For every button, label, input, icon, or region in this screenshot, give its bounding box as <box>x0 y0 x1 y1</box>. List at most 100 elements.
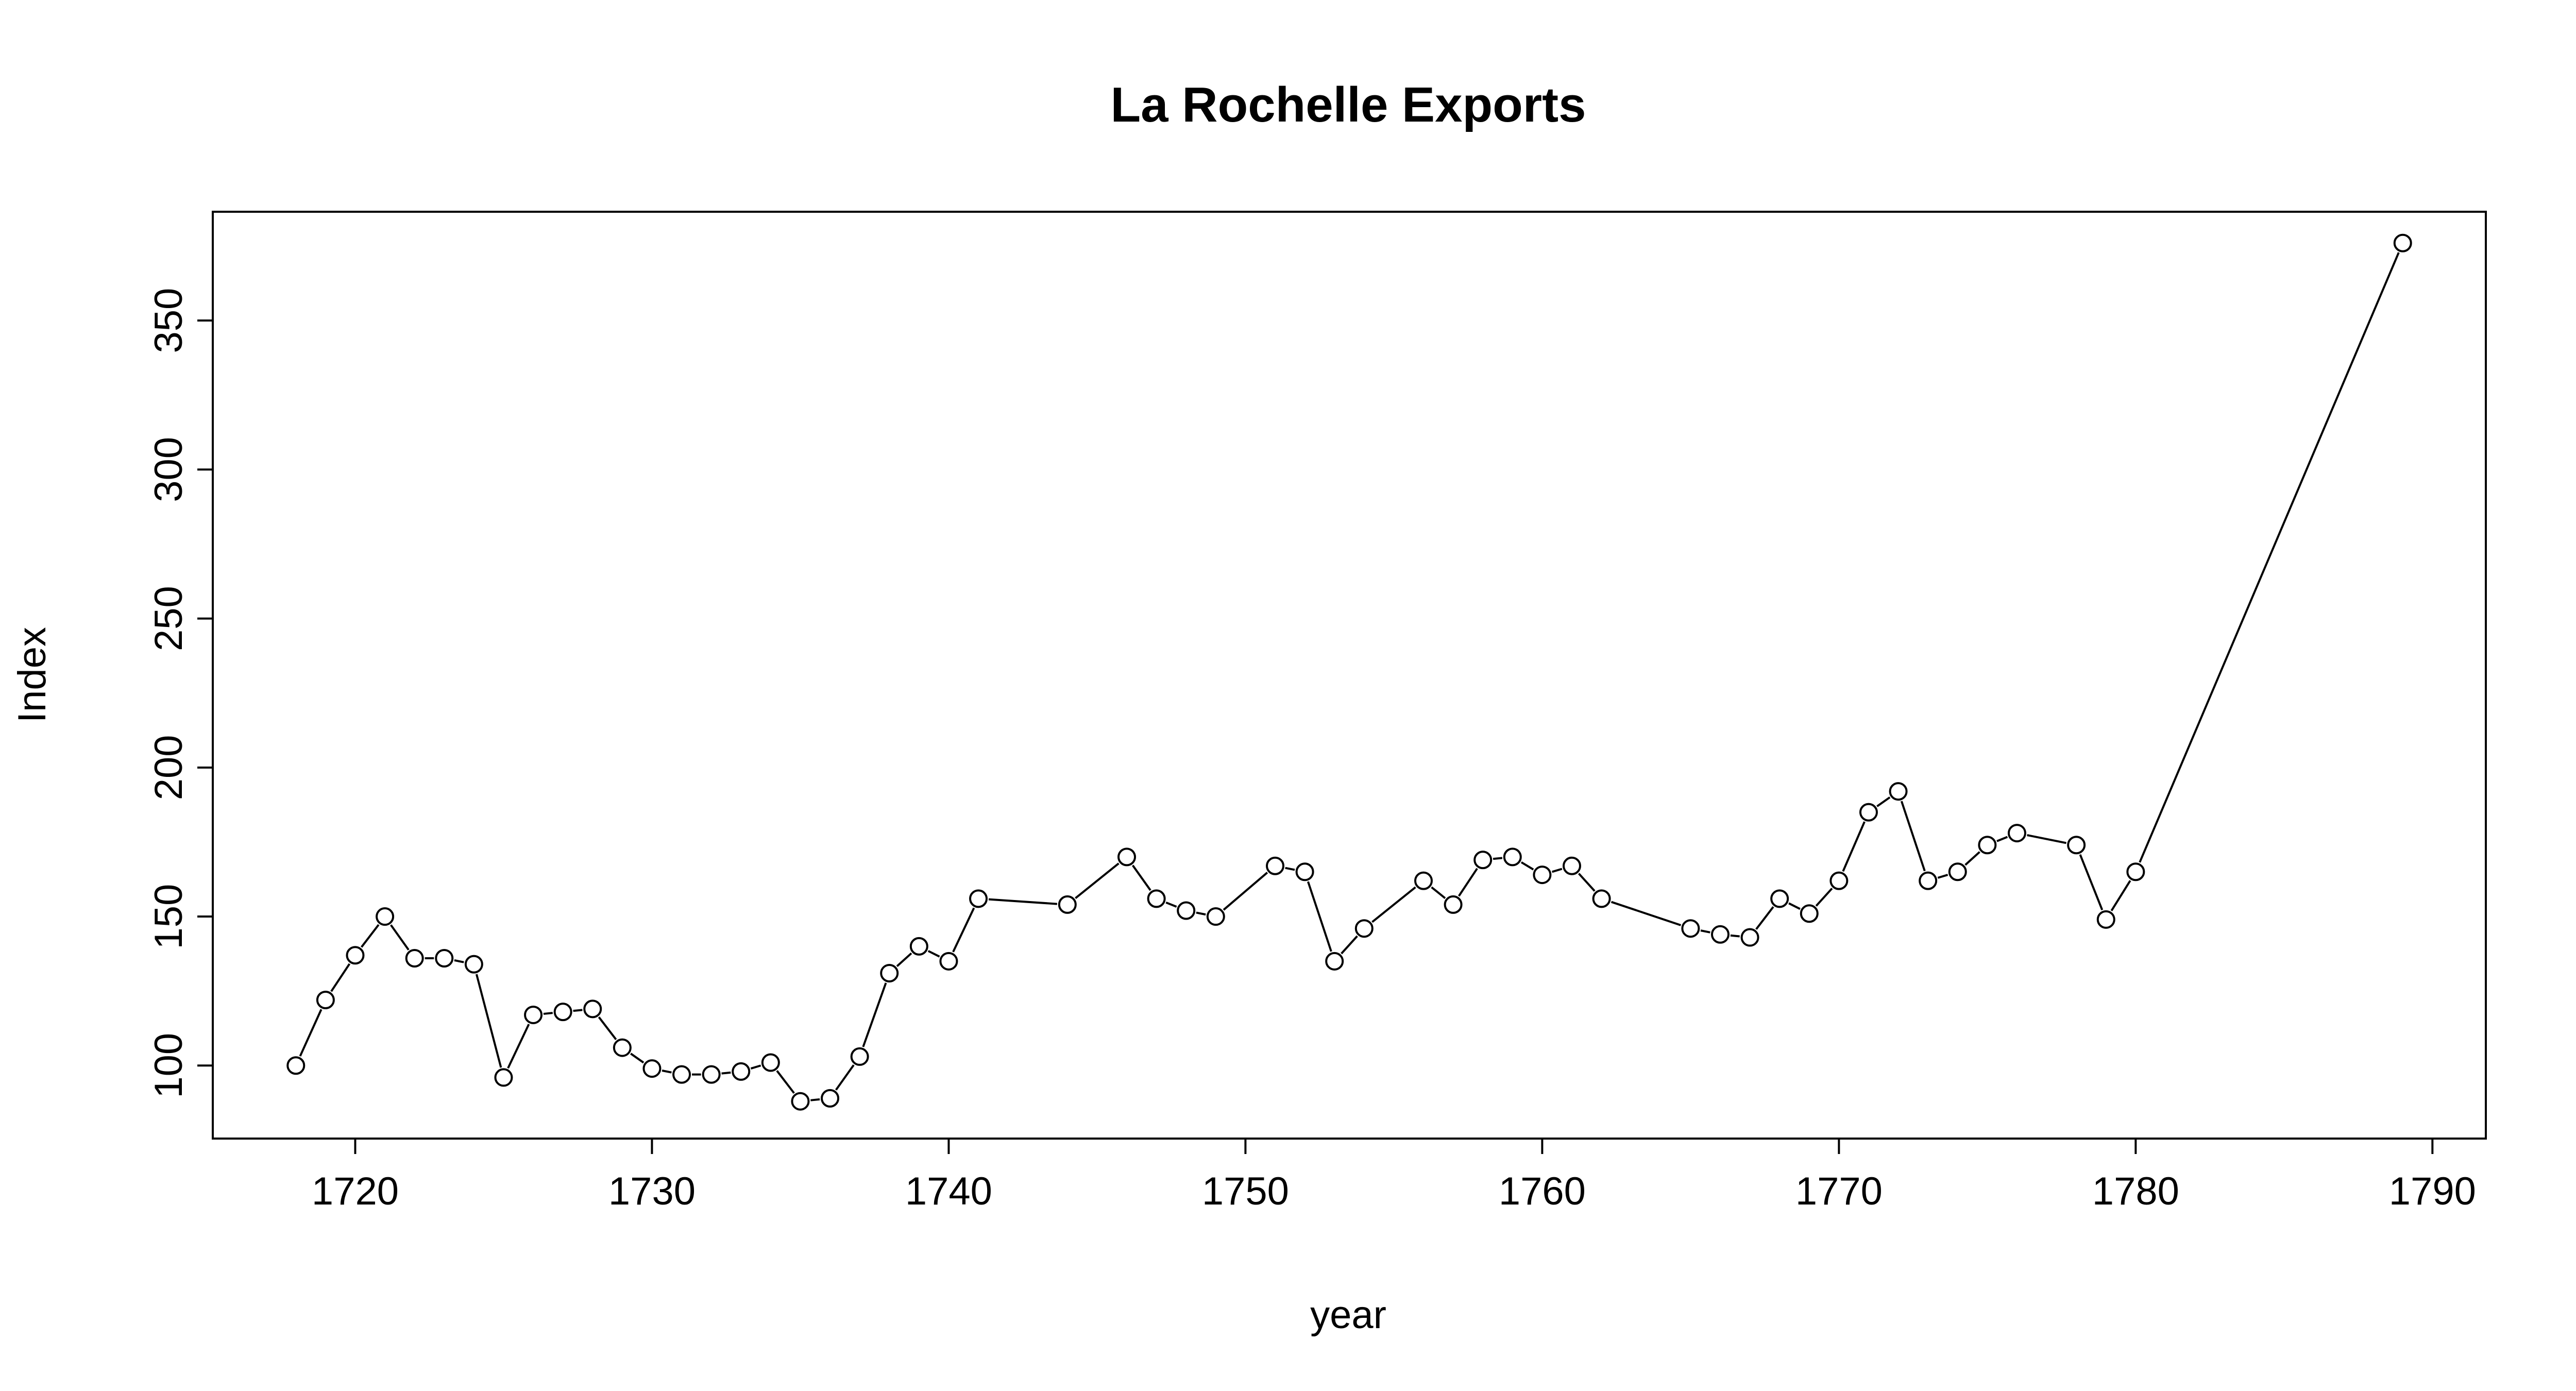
series-line-segment <box>390 924 410 951</box>
series-line-segment <box>1520 861 1534 871</box>
data-point <box>969 889 988 908</box>
data-point <box>702 1065 721 1084</box>
series-line-segment <box>1996 836 2008 842</box>
x-tick-label: 1720 <box>312 1169 399 1213</box>
y-tick-label: 350 <box>147 288 191 353</box>
series-line-segment <box>1131 864 1151 891</box>
series-line-segment <box>750 1064 761 1070</box>
data-point <box>880 963 899 982</box>
series-line-segment <box>1755 906 1774 930</box>
data-point <box>1770 889 1789 908</box>
series-line-segment <box>1371 886 1416 923</box>
y-tick-label: 200 <box>147 735 191 800</box>
x-axis-label: year <box>1310 1293 1386 1337</box>
series-line-segment <box>573 1009 583 1012</box>
data-point <box>1266 856 1285 875</box>
data-point <box>1562 856 1581 875</box>
data-point <box>2067 836 2086 855</box>
series-line-segment <box>1788 902 1801 910</box>
series-line-segment <box>1815 888 1833 907</box>
chart-title: La Rochelle Exports <box>1111 77 1586 132</box>
data-point <box>1829 871 1849 890</box>
series-line-segment <box>896 952 912 968</box>
data-point <box>1740 928 1759 947</box>
data-point <box>1681 919 1700 938</box>
y-tick-label: 250 <box>147 586 191 651</box>
data-point <box>1710 925 1730 944</box>
series-line-segment <box>835 1064 855 1091</box>
data-point <box>1919 871 1938 890</box>
series-line-segment <box>299 1009 323 1057</box>
data-point <box>376 907 395 926</box>
data-point <box>909 937 928 956</box>
data-point <box>1444 895 1463 914</box>
data-point <box>732 1062 751 1081</box>
series-line-segment <box>1458 868 1478 897</box>
data-point <box>1533 866 1552 885</box>
data-point <box>642 1059 662 1078</box>
data-point <box>553 1003 572 1022</box>
data-point <box>494 1068 513 1087</box>
data-point <box>1889 782 1908 801</box>
x-tick-label: 1730 <box>608 1169 696 1213</box>
series-line-segment <box>330 963 351 992</box>
data-point <box>464 955 483 974</box>
data-point <box>2126 862 2145 881</box>
data-point <box>316 991 335 1010</box>
data-point <box>1058 895 1077 914</box>
data-point <box>1354 919 1374 938</box>
data-point <box>939 952 958 971</box>
data-point <box>1295 862 1314 881</box>
series-line-segment <box>507 1024 530 1069</box>
y-axis-label: Index <box>10 627 54 723</box>
series-line-segment <box>630 1053 645 1064</box>
data-point <box>286 1056 306 1075</box>
data-point <box>850 1047 869 1066</box>
x-tick-label: 1770 <box>1795 1169 1883 1213</box>
data-point <box>1206 907 1225 926</box>
series-line-segment <box>2027 834 2066 844</box>
series-line-segment <box>776 1070 795 1094</box>
data-point <box>791 1092 810 1111</box>
data-point <box>2096 910 2115 929</box>
data-point <box>613 1038 632 1057</box>
data-point <box>1592 889 1611 908</box>
data-point <box>672 1065 691 1084</box>
series-line-segment <box>1842 821 1866 872</box>
series-line-segment <box>1285 867 1295 871</box>
series-line-segment <box>1964 851 1980 866</box>
y-tick-label: 300 <box>147 437 191 502</box>
data-point <box>1117 847 1137 867</box>
x-tick-label: 1780 <box>2092 1169 2179 1213</box>
series-line-segment <box>2110 880 2131 911</box>
data-point <box>821 1089 840 1108</box>
series-line-segment <box>475 974 502 1068</box>
x-axis: 1720 1730 1740 1750 1760 1770 1780 1790 <box>312 1138 2476 1213</box>
data-point <box>1414 871 1433 890</box>
data-point <box>583 999 602 1019</box>
series-line-segment <box>1578 873 1596 892</box>
series-line-segment <box>1876 796 1891 807</box>
series-line-segment <box>598 1016 617 1040</box>
series-line-segment <box>1075 862 1120 899</box>
series-line-segment <box>1223 872 1268 911</box>
series-line-segment <box>1900 801 1926 872</box>
data-point <box>2393 233 2412 252</box>
data-point <box>1177 901 1196 920</box>
series-line-segment <box>862 982 887 1047</box>
data-point <box>405 949 424 968</box>
y-tick-label: 100 <box>147 1033 191 1098</box>
x-tick-label: 1760 <box>1499 1169 1586 1213</box>
data-point <box>1978 836 1997 855</box>
series-line-segment <box>1611 901 1682 926</box>
series-line-segment <box>1551 868 1563 873</box>
series-line-segment <box>662 1070 672 1074</box>
series-line-segment <box>721 1071 731 1075</box>
data-point <box>2007 824 2026 843</box>
series-line-segment <box>1196 911 1206 916</box>
data-point <box>1147 889 1166 908</box>
data-point <box>1948 862 1967 881</box>
plot-frame <box>212 211 2487 1140</box>
series-line-segment <box>810 1098 820 1101</box>
